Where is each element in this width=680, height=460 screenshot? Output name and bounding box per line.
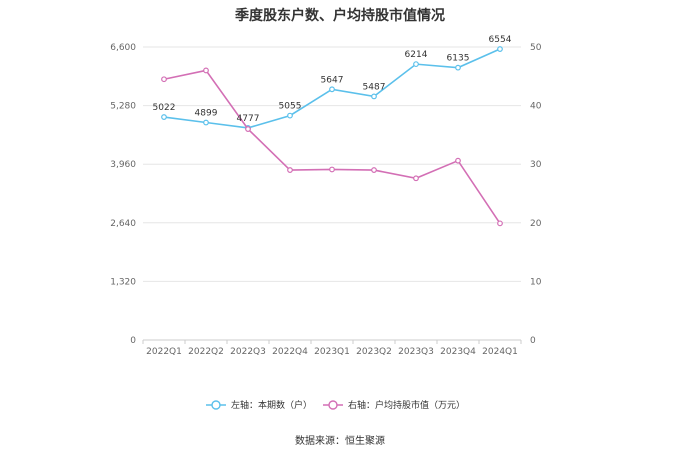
data-label: 5647 — [321, 75, 344, 85]
data-point — [245, 126, 251, 132]
left-axis-tick: 1,320 — [110, 277, 136, 287]
legend-label: 右轴：户均持股市值（万元） — [348, 399, 465, 411]
data-point — [413, 61, 419, 68]
data-point — [161, 76, 167, 83]
legend-marker-icon — [328, 400, 338, 410]
left-axis-tick: 5,280 — [110, 102, 136, 112]
data-point — [329, 86, 335, 93]
axes: 0 1,320 2,640 3,960 5,280 6,600 0 10 20 30 40 50 202… — [110, 43, 541, 357]
data-point — [371, 167, 377, 173]
left-axis-tick: 6,600 — [110, 43, 136, 53]
right-axis-tick: 10 — [530, 277, 542, 287]
x-axis-tick: 2023Q1 — [314, 347, 350, 357]
data-point — [287, 167, 293, 173]
data-point — [455, 64, 461, 71]
x-axis-tick: 2022Q1 — [146, 347, 182, 357]
data-point — [203, 119, 209, 126]
left-axis-tick: 0 — [130, 336, 136, 346]
left-axis-tick: 3,960 — [110, 160, 136, 170]
data-point — [497, 46, 503, 52]
legend-label: 左轴：本期数（户） — [231, 399, 312, 411]
data-label: 6214 — [405, 50, 428, 60]
data-label: 5022 — [153, 103, 176, 113]
data-point — [329, 166, 335, 173]
data-label: 6554 — [489, 35, 512, 45]
data-point — [455, 157, 461, 164]
right-axis-tick: 50 — [530, 43, 542, 53]
data-labels: 5022 4899 4777 5055 5647 5487 6214 6135 6554 — [153, 35, 512, 124]
x-axis-tick: 2022Q4 — [272, 347, 308, 357]
series-layer — [161, 46, 503, 227]
legend-marker-icon — [211, 400, 221, 410]
data-point — [497, 220, 503, 227]
data-point — [413, 175, 419, 182]
data-label: 5487 — [363, 82, 386, 92]
right-axis-tick: 0 — [530, 336, 536, 346]
legend: 左轴：本期数（户） 右轴：户均持股市值（万元） — [206, 399, 465, 411]
x-axis-tick: 2024Q1 — [482, 347, 518, 357]
left-axis-tick: 2,640 — [110, 219, 136, 229]
data-label: 6135 — [447, 54, 470, 64]
series-line-2 — [163, 69, 501, 224]
right-axis-tick: 40 — [530, 102, 542, 112]
x-axis-tick: 2022Q3 — [230, 347, 266, 357]
right-axis-tick: 30 — [530, 160, 542, 170]
x-axis-tick: 2023Q3 — [398, 347, 434, 357]
x-axis-tick: 2022Q2 — [188, 347, 224, 357]
data-point — [203, 67, 209, 74]
chart-title: 季度股东户数、户均持股市值情况 — [234, 7, 445, 24]
data-label: 5055 — [279, 102, 302, 112]
x-axis-tick: 2023Q2 — [356, 347, 392, 357]
data-point — [371, 93, 377, 100]
data-label: 4777 — [237, 114, 260, 124]
x-axis-tick: 2023Q4 — [440, 347, 476, 357]
data-point — [287, 112, 293, 119]
right-axis-tick: 20 — [530, 219, 542, 229]
data-point — [161, 114, 167, 120]
data-label: 4899 — [195, 109, 218, 119]
grid-lines — [143, 46, 521, 341]
data-source: 数据来源：恒生聚源 — [295, 434, 385, 447]
